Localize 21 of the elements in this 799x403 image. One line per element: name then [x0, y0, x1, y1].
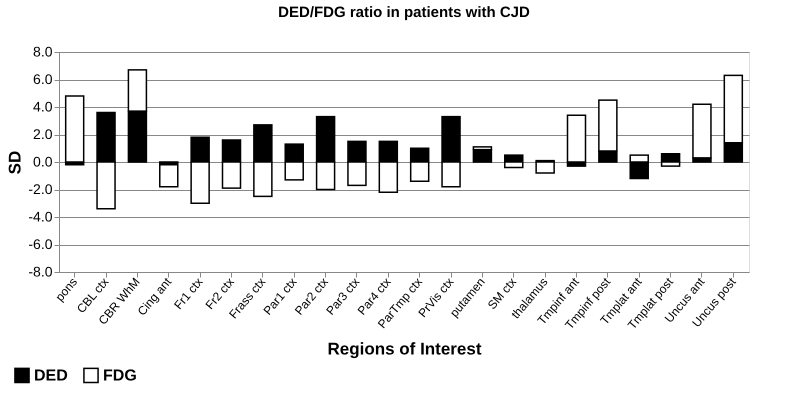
y-tick-label: -8.0	[28, 264, 53, 280]
bar	[535, 161, 555, 174]
legend-label: FDG	[103, 367, 137, 384]
y-tick-label: 0.0	[33, 154, 53, 170]
chart-title: DED/FDG ratio in patients with CJD	[278, 4, 530, 21]
y-tick-label: 2.0	[33, 126, 53, 142]
y-tick-label: -4.0	[28, 208, 53, 224]
y-tick-label: 8.0	[33, 44, 53, 60]
y-tick-label: 6.0	[33, 71, 53, 87]
y-axis-title: SD	[5, 150, 24, 174]
bar	[472, 148, 492, 163]
bar	[64, 95, 84, 163]
x-tick-label: Fr1 ctx	[171, 275, 206, 312]
bar	[159, 164, 179, 188]
legend-label: DED	[34, 367, 68, 384]
bar	[692, 104, 712, 159]
bar	[566, 114, 586, 163]
y-tick-label: -6.0	[28, 236, 53, 252]
y-tick-label: 4.0	[33, 98, 53, 114]
y-tick-label: -2.0	[28, 181, 53, 197]
x-axis-title: Regions of Interest	[328, 339, 482, 358]
